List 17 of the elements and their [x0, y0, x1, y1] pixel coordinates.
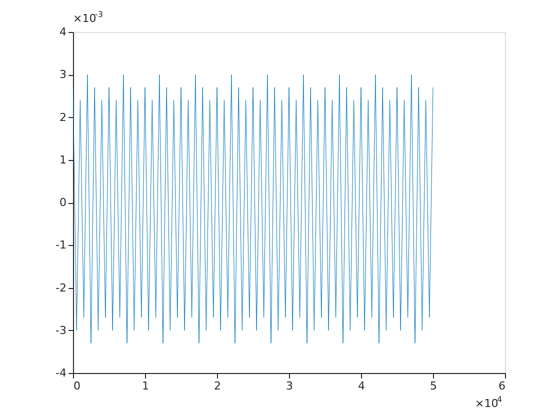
- x-tick-label: 4: [358, 380, 365, 392]
- y-tick-label: -2: [56, 281, 66, 294]
- y-tick-label: -3: [56, 324, 66, 337]
- x-tick-label: 6: [498, 380, 506, 392]
- y-tick-label: 1: [60, 153, 66, 166]
- y-tick-label: 0: [60, 196, 66, 209]
- x-tick-label: 1: [142, 380, 149, 392]
- line-series: [73, 74, 434, 344]
- y-tick-label: -1: [56, 238, 66, 252]
- x-tick-label: 5: [430, 380, 437, 392]
- y-tick-label: -4: [56, 366, 66, 380]
- x-tick-label: 2: [214, 380, 221, 392]
- y-tick-label: 3: [60, 68, 66, 82]
- x-tick-label: 3: [286, 380, 293, 392]
- y-tick-label: 2: [60, 110, 66, 124]
- y-tick-label: 4: [60, 26, 66, 38]
- x-tick-label: 0: [74, 380, 80, 392]
